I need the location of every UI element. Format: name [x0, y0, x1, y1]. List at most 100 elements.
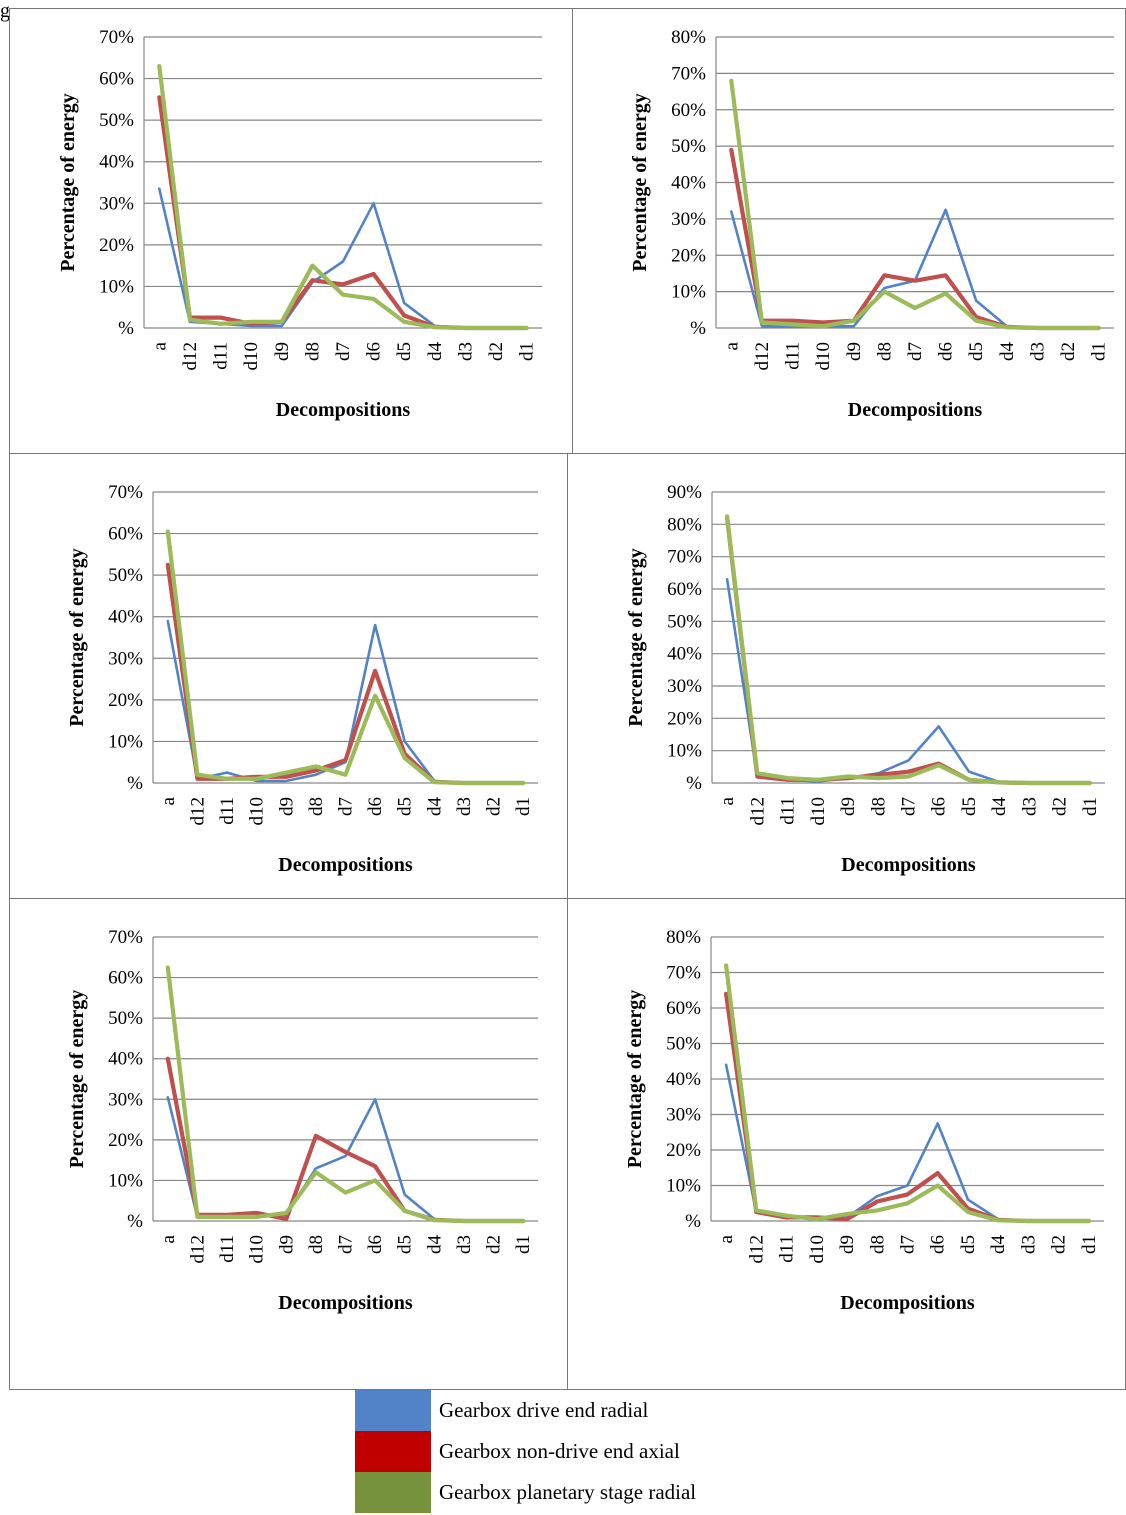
x-tick-label: d4 [424, 1235, 445, 1255]
series-line [729, 147, 1101, 331]
y-tick-label: 70% [671, 63, 706, 84]
y-tick-label: 60% [666, 998, 701, 1019]
y-tick-label: 50% [108, 565, 143, 586]
y-tick-label: 60% [108, 968, 143, 989]
x-tick-label: d3 [1019, 797, 1040, 816]
y-tick-label: 10% [667, 741, 702, 762]
y-tick-label: 70% [667, 547, 702, 568]
x-axis-title: Decompositions [278, 854, 413, 876]
y-tick-label: 60% [108, 524, 143, 545]
x-tick-label: d7 [905, 342, 926, 361]
x-tick-label: a [717, 796, 738, 805]
x-tick-label: d7 [898, 1235, 919, 1254]
y-tick-label: 20% [108, 690, 143, 711]
y-tick-label: 40% [99, 152, 134, 173]
legend-label: Gearbox non-drive end axial [439, 1439, 680, 1463]
x-tick-label: d11 [217, 1235, 238, 1263]
x-axis-title: Decompositions [278, 1292, 413, 1314]
y-tick-label: 40% [667, 644, 702, 665]
x-tick-label: d3 [454, 1235, 475, 1254]
y-tick-label: 30% [667, 676, 702, 697]
y-tick-label: 50% [667, 611, 702, 632]
y-axis-title: Percentage of energy [57, 93, 79, 271]
y-tick-label: % [127, 773, 143, 794]
x-axis-title: Decompositions [840, 1292, 975, 1314]
x-tick-label: d5 [958, 1235, 979, 1254]
y-tick-label: 40% [671, 173, 706, 194]
chart-grid: % 10% 20% 30% 40% 50% 60% 70% a d12 d11 d10 d9 d8 d7 d6… [9, 8, 1126, 1390]
x-tick-label: d12 [747, 797, 768, 826]
x-tick-label: d1 [517, 342, 538, 361]
x-tick-label: d8 [306, 797, 327, 816]
x-tick-label: d7 [336, 797, 357, 816]
y-axis-title: Percentage of energy [629, 93, 651, 271]
x-tick-label: d9 [837, 1235, 858, 1254]
legend-item: Gearbox drive end radial [355, 1390, 775, 1431]
chart-svg: % 10% 20% 30% 40% 50% 60% 70% 80% 90% a d12 d11 d10 d9… [625, 482, 1105, 876]
x-tick-label: d8 [874, 342, 895, 361]
y-tick-label: 20% [666, 1140, 701, 1161]
x-tick-label: d4 [989, 797, 1010, 817]
y-tick-label: 30% [108, 1089, 143, 1110]
x-tick-label: d2 [1049, 1235, 1070, 1254]
x-axis-title: Decompositions [276, 399, 411, 421]
chart-panel-3: % 10% 20% 30% 40% 50% 60% 70% a d12 d11 d10 d9 d8 d7 d6… [9, 453, 569, 900]
y-tick-label: 90% [667, 482, 702, 503]
series-line [157, 63, 529, 331]
x-tick-label: d12 [752, 342, 773, 371]
chart-svg: % 10% 20% 30% 40% 50% 60% 70% a d12 d11 d10 d9 d8 d7 d6… [66, 482, 538, 876]
x-tick-label: d11 [777, 1235, 798, 1263]
y-tick-label: 40% [108, 1049, 143, 1070]
legend-swatch-blue [355, 1390, 431, 1431]
x-tick-label: d6 [936, 342, 957, 361]
legend-label: Gearbox planetary stage radial [439, 1480, 697, 1504]
y-tick-label: 20% [99, 235, 134, 256]
legend: Gearbox drive end radial Gearbox non-dri… [355, 1390, 775, 1513]
x-tick-label: d5 [966, 342, 987, 361]
x-tick-label: d6 [929, 797, 950, 816]
y-tick-label: % [686, 773, 702, 794]
x-tick-label: d12 [187, 1235, 208, 1264]
y-axis-title: Percentage of energy [66, 990, 88, 1168]
x-tick-label: d7 [333, 342, 354, 361]
x-tick-label: d12 [746, 1235, 767, 1264]
x-tick-label: d8 [306, 1235, 327, 1254]
y-tick-label: 10% [666, 1176, 701, 1197]
series-line [725, 578, 1092, 785]
legend-label: Gearbox drive end radial [439, 1398, 649, 1422]
y-tick-label: 30% [99, 193, 134, 214]
y-tick-label: 60% [671, 100, 706, 121]
x-tick-label: d2 [1058, 342, 1079, 361]
x-tick-label: d4 [988, 1235, 1009, 1255]
series-line [158, 187, 529, 330]
y-tick-label: 40% [108, 607, 143, 628]
x-axis-title: Decompositions [848, 399, 983, 421]
y-axis-title: Percentage of energy [625, 548, 647, 726]
chart-panel-2: % 10% 20% 30% 40% 50% 60% 70% 80% a d12 d11 d10 d9 d8 d… [572, 8, 1126, 454]
y-tick-label: 70% [99, 27, 134, 48]
x-tick-label: d1 [513, 1235, 534, 1254]
x-tick-label: a [716, 1234, 737, 1243]
y-tick-label: % [127, 1211, 143, 1232]
x-tick-label: d2 [486, 342, 507, 361]
legend-swatch-green [355, 1472, 431, 1513]
x-tick-label: a [158, 796, 179, 805]
x-tick-label: d3 [1018, 1235, 1039, 1254]
x-tick-label: d9 [272, 342, 293, 361]
y-tick-label: 10% [108, 731, 143, 752]
x-tick-label: d11 [217, 797, 238, 825]
x-axis-title: Decompositions [841, 854, 976, 876]
x-tick-label: d11 [211, 342, 232, 370]
x-tick-label: d1 [1080, 797, 1101, 816]
x-tick-label: d12 [180, 342, 201, 371]
y-tick-label: % [685, 1211, 701, 1232]
x-tick-label: d10 [241, 342, 262, 371]
x-tick-label: d8 [868, 797, 889, 816]
y-tick-label: 60% [667, 579, 702, 600]
x-tick-label: d9 [838, 797, 859, 816]
series-line [724, 963, 1092, 1224]
x-tick-label: d7 [336, 1235, 357, 1254]
x-tick-label: d2 [1050, 797, 1071, 816]
y-tick-label: 20% [667, 708, 702, 729]
x-tick-label: d6 [364, 342, 385, 361]
